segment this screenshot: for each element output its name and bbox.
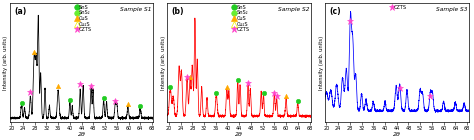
X-axis label: 2θ: 2θ <box>393 131 401 136</box>
Text: Sample S2: Sample S2 <box>278 7 310 12</box>
Y-axis label: Intensity (arb. units): Intensity (arb. units) <box>3 36 9 90</box>
Legend: CZTS: CZTS <box>391 5 407 10</box>
Text: (c): (c) <box>329 7 341 16</box>
Y-axis label: Intensity (arb. units): Intensity (arb. units) <box>319 36 324 90</box>
X-axis label: 2θ: 2θ <box>235 131 243 136</box>
X-axis label: 2θ: 2θ <box>78 131 86 136</box>
Text: Sample S1: Sample S1 <box>120 7 152 12</box>
Legend: SnS, SnS₂, CuS, Cu₂S, CZTS: SnS, SnS₂, CuS, Cu₂S, CZTS <box>233 5 250 32</box>
Text: Sample S3: Sample S3 <box>436 7 467 12</box>
Text: (a): (a) <box>14 7 27 16</box>
Legend: SnS, SnS₂, CuS, Cu₂S, CZTS: SnS, SnS₂, CuS, Cu₂S, CZTS <box>75 5 92 32</box>
Text: (b): (b) <box>172 7 184 16</box>
Y-axis label: Intensity (arb. units): Intensity (arb. units) <box>161 36 166 90</box>
